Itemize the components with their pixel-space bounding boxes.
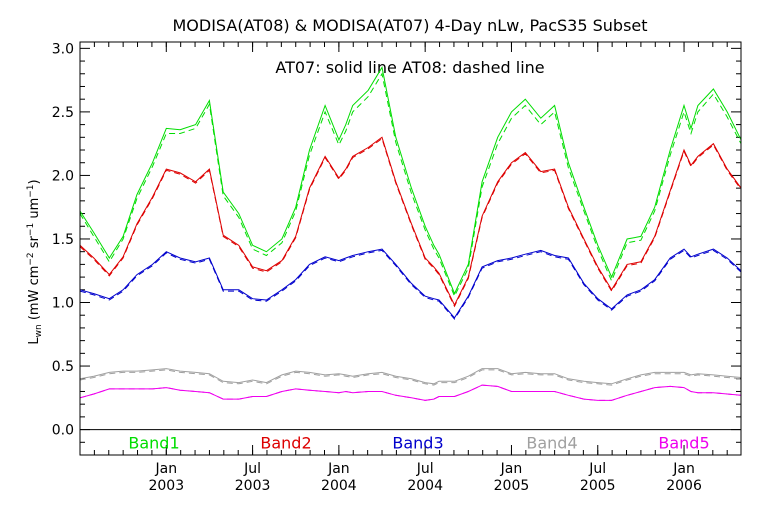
x-tick-year: 2005 [580,478,616,494]
y-label-subscript: wn [34,324,44,337]
x-tick-year: 2003 [148,478,184,494]
y-label-units-close: ) [27,179,42,184]
line-style-note: AT07: solid line AT08: dashed line [275,58,544,77]
x-tick-year: 2004 [407,478,443,494]
legend-band3: Band3 [392,433,443,452]
series-line-band2-at07 [79,136,742,307]
y-label-exp-2: −1 [26,223,36,236]
x-tick-month: Jan [327,461,350,477]
plot-frame [79,41,742,456]
series-line-band1-at08 [79,72,742,298]
x-tick-month: Jan [672,461,695,477]
x-tick-year: 2006 [666,478,702,494]
y-axis-label: Lwn (mW cm−2 sr−1 um−1) [26,179,44,344]
x-tick-year: 2003 [235,478,271,494]
legend-band2: Band2 [260,433,311,452]
y-tick-label: 0.0 [52,423,74,439]
legend-band1: Band1 [128,433,179,452]
y-label-sr: sr [27,235,42,252]
y-tick-label: 2.5 [52,105,74,121]
y-label-exp-3: −1 [26,184,36,197]
y-tick-label: 2.0 [52,168,74,184]
x-tick-month: Jul [588,461,606,477]
x-tick-year: 2004 [321,478,357,494]
x-tick-month: Jul [243,461,261,477]
y-label-symbol: L [27,337,42,345]
x-tick-month: Jan [154,461,177,477]
x-tick-month: Jan [500,461,523,477]
series-line-band1-at07 [79,66,742,295]
chart-title: MODISA(AT08) & MODISA(AT07) 4-Day nLw, P… [172,16,647,35]
series-line-band4-at07 [79,368,742,385]
plot-area: 0.00.51.01.52.02.53.0Jan2003Jul2003Jan20… [52,41,742,494]
y-tick-label: 1.5 [52,232,74,248]
legend-band4: Band4 [526,433,577,452]
y-label-um: um [27,198,42,223]
series-line-band3-at08 [79,249,742,320]
series-line-band3-at07 [79,248,742,319]
legend-band5: Band5 [658,433,709,452]
y-label-units-open: (mW cm [27,266,42,325]
y-tick-label: 0.5 [52,359,74,375]
y-label-exp-1: −2 [26,252,36,265]
series-line-band4-at08 [79,369,742,386]
x-tick-year: 2005 [494,478,530,494]
series-line-band5-at07 [79,384,742,401]
y-tick-label: 3.0 [52,41,74,57]
y-tick-label: 1.0 [52,296,74,312]
x-tick-month: Jul [416,461,434,477]
